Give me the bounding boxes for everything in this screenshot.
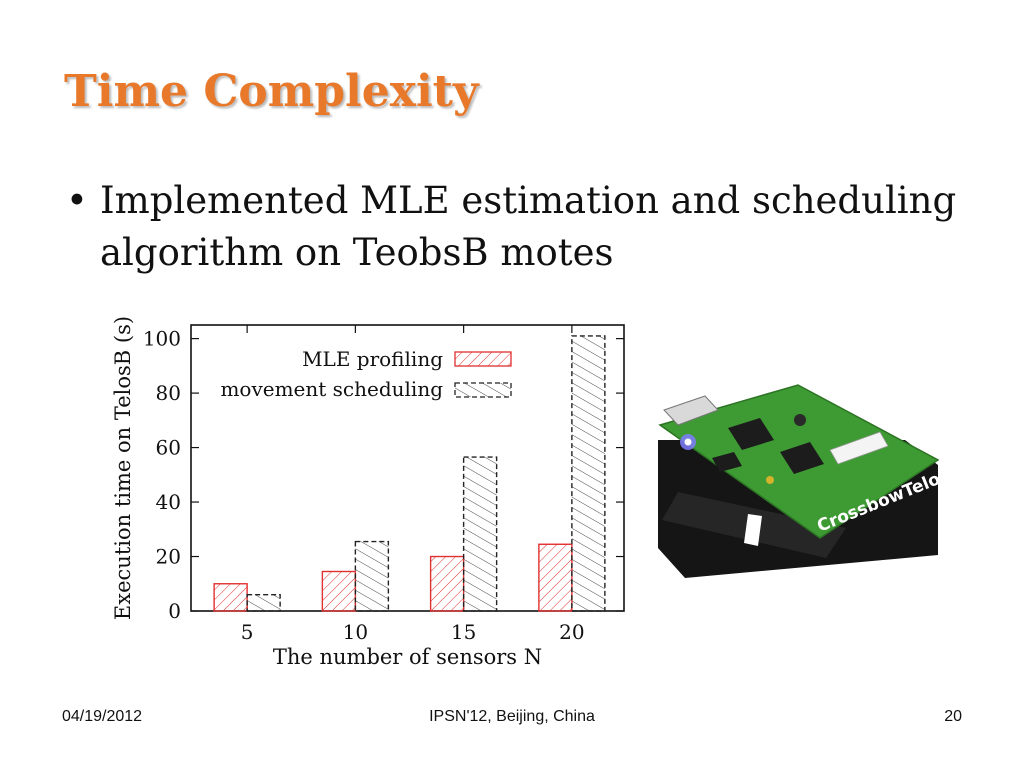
footer-page-number: 20 <box>944 708 962 725</box>
bar-mle-profiling <box>321 570 357 612</box>
plot-frame <box>190 324 625 612</box>
legend-label: MLE profiling <box>302 347 443 371</box>
y-tick-label: 0 <box>168 599 181 623</box>
x-tick-label: 5 <box>241 620 254 644</box>
bar-movement-scheduling <box>462 456 498 612</box>
bullet-item: Implemented MLE estimation and schedulin… <box>64 175 964 279</box>
y-tick-label: 20 <box>156 545 181 569</box>
bar-movement-scheduling <box>571 335 606 612</box>
y-axis-label: Execution time on TelosB (s) <box>111 316 135 620</box>
bar-mle-profiling <box>213 583 248 612</box>
legend-swatch-movement-scheduling <box>454 382 512 398</box>
y-tick-label: 80 <box>156 381 181 405</box>
telosb-mote-photo: CrossbowTelos <box>658 384 950 578</box>
y-tick-label: 40 <box>156 490 181 514</box>
x-tick-label: 10 <box>343 620 368 644</box>
bar-mle-profiling <box>429 555 465 612</box>
execution-time-chart: 0 20 40 60 80 100 5 10 15 20 MLE profiling movement… <box>111 316 625 669</box>
slide-title: Time Complexity <box>64 66 479 117</box>
footer-venue: IPSN'12, Beijing, China <box>429 708 595 725</box>
bar-mle-profiling <box>538 543 573 612</box>
footer-date: 04/19/2012 <box>62 708 143 725</box>
legend-label: movement scheduling <box>220 377 443 401</box>
x-axis-label: The number of sensors N <box>273 645 542 669</box>
legend-swatch-mle-profiling <box>454 351 512 367</box>
bar-movement-scheduling <box>246 593 281 612</box>
bullet-list: Implemented MLE estimation and schedulin… <box>64 175 964 279</box>
y-tick-label: 60 <box>156 436 181 460</box>
bar-movement-scheduling <box>354 540 390 612</box>
y-tick-label: 100 <box>143 327 181 351</box>
x-tick-label: 20 <box>559 620 584 644</box>
x-tick-label: 15 <box>451 620 476 644</box>
